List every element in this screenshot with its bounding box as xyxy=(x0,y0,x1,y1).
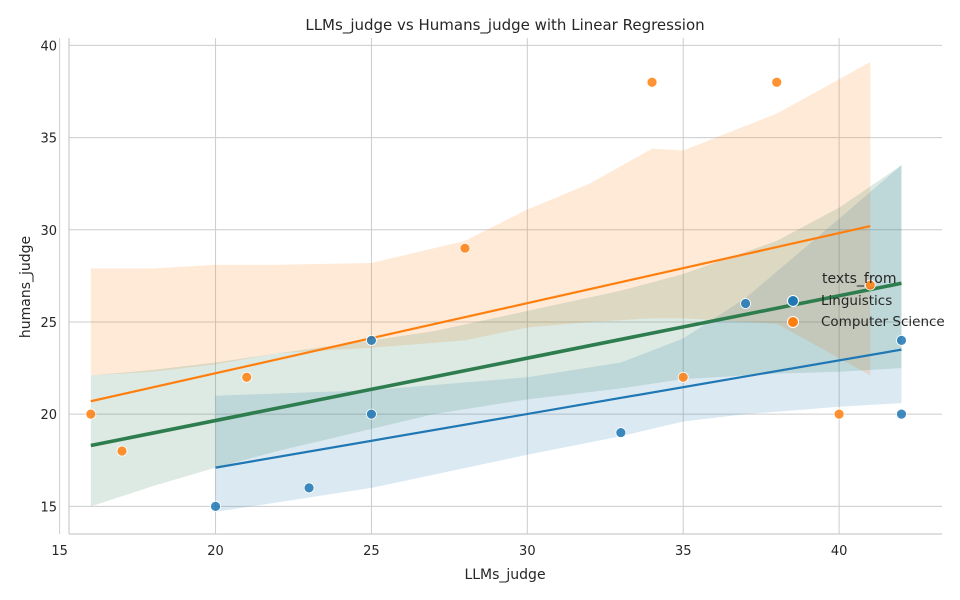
point-linguistics xyxy=(366,408,377,420)
point-computer-science xyxy=(85,408,97,420)
legend-marker-computer-science xyxy=(787,316,799,328)
y-tick-label: 25 xyxy=(40,316,57,331)
point-computer-science xyxy=(116,445,128,457)
regression-line-computer-science xyxy=(90,225,871,403)
point-linguistics xyxy=(615,427,627,438)
point-computer-science xyxy=(241,371,253,383)
regression-line-overall xyxy=(90,281,902,448)
chart-title: LLMs_judge vs Humans_judge with Linear R… xyxy=(305,16,704,35)
y-tick-label: 40 xyxy=(40,39,57,54)
legend: texts_from Linguistics Computer Science xyxy=(787,271,945,330)
confidence-bands xyxy=(90,61,902,512)
x-tick-label: 15 xyxy=(51,544,68,559)
y-axis-label: humans_judge xyxy=(18,236,34,338)
y-tick-label: 35 xyxy=(40,132,57,147)
x-tick-label: 30 xyxy=(519,544,536,559)
x-tick-label: 35 xyxy=(675,544,692,559)
point-linguistics xyxy=(740,298,751,309)
legend-marker-linguistics xyxy=(787,295,799,307)
confidence-band-linguistics xyxy=(215,165,902,512)
legend-title: texts_from xyxy=(822,271,897,287)
tick-labels: 15 20 25 30 35 40 15 20 25 30 35 40 xyxy=(40,39,847,559)
legend-label-linguistics: Linguistics xyxy=(821,293,892,309)
confidence-band-computer-science xyxy=(90,61,871,376)
point-linguistics xyxy=(366,334,377,346)
axes xyxy=(68,38,942,535)
point-linguistics xyxy=(896,408,907,420)
regression-lines xyxy=(90,225,902,469)
y-tick-label: 20 xyxy=(40,408,57,423)
y-tick-label: 15 xyxy=(40,500,57,515)
point-computer-science xyxy=(833,408,845,420)
x-tick-label: 25 xyxy=(363,544,380,559)
y-tick-label: 30 xyxy=(40,224,57,239)
x-axis-label: LLMs_judge xyxy=(464,567,545,583)
regression-line-linguistics xyxy=(215,348,902,469)
point-computer-science xyxy=(864,279,876,291)
point-linguistics xyxy=(210,500,221,512)
scatter-points xyxy=(85,76,907,512)
x-tick-label: 20 xyxy=(207,544,224,559)
point-linguistics xyxy=(896,334,907,346)
point-linguistics xyxy=(303,482,315,494)
point-computer-science xyxy=(677,371,689,383)
confidence-band-overall xyxy=(90,165,902,507)
point-computer-science xyxy=(646,76,658,88)
x-tick-label: 40 xyxy=(831,544,848,559)
point-computer-science xyxy=(771,76,783,88)
legend-label-computer-science: Computer Science xyxy=(821,314,945,330)
point-computer-science xyxy=(459,242,471,254)
